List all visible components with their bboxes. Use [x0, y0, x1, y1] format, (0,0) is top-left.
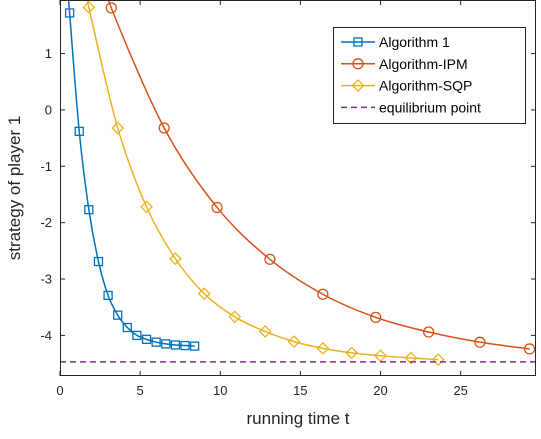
data-point-marker [111, 121, 125, 135]
x-tick-label: 0 [56, 383, 63, 398]
data-point-marker [258, 325, 272, 338]
legend-label: Algorithm-SQP [379, 78, 472, 94]
x-tick-label: 20 [373, 383, 387, 398]
data-point-marker [113, 310, 123, 320]
data-point-marker [287, 335, 301, 349]
data-point-marker [105, 2, 117, 14]
data-point-marker [523, 343, 536, 355]
data-point-marker [82, 0, 96, 14]
data-point-marker [168, 252, 182, 266]
data-point-marker [151, 337, 161, 347]
data-point-marker [170, 340, 181, 350]
series-line [107, 0, 530, 350]
legend-item: Algorithm-IPM [341, 56, 468, 72]
data-point-marker [317, 288, 329, 300]
y-tick-label: -3 [40, 272, 52, 287]
legend-label: equilibrium point [379, 99, 481, 115]
data-point-marker [474, 336, 486, 348]
legend-item: Algorithm 1 [341, 34, 450, 50]
data-point-marker [64, 8, 75, 18]
series-layer [60, 0, 536, 367]
data-point-marker [316, 341, 330, 355]
x-axis-title: running time t [247, 409, 350, 428]
data-point-marker [422, 326, 435, 338]
data-point-marker [161, 339, 171, 349]
data-point-marker [345, 346, 359, 360]
data-point-marker [103, 290, 113, 301]
data-point-marker [158, 122, 170, 134]
legend-item: equilibrium point [341, 99, 481, 115]
y-tick-label: -4 [40, 328, 52, 343]
legend-marker [352, 58, 364, 70]
legend-label: Algorithm-IPM [379, 56, 468, 72]
data-point-marker [370, 311, 382, 324]
data-point-marker [264, 253, 276, 265]
data-point-marker [93, 256, 104, 267]
series-algorithm-1 [64, 0, 200, 351]
y-tick-label: 0 [45, 102, 52, 117]
data-point-marker [140, 200, 153, 214]
series-line [67, 0, 195, 347]
data-point-marker [84, 205, 94, 215]
x-tick-label: 10 [213, 383, 227, 398]
series-algorithm-sqp [82, 0, 445, 367]
x-tick-label: 25 [453, 383, 467, 398]
series-algorithm-ipm [105, 0, 536, 355]
plot-area-frame [60, 0, 536, 376]
data-point-marker [404, 351, 418, 365]
data-point-marker [197, 287, 211, 301]
data-point-marker [180, 340, 190, 351]
x-tick-label: 5 [137, 383, 144, 398]
data-point-marker [211, 201, 223, 214]
data-point-marker [141, 334, 152, 345]
y-tick-label: 1 [45, 46, 52, 61]
y-tick-label: -1 [40, 159, 52, 174]
legend-marker [351, 79, 365, 93]
data-point-marker [431, 353, 445, 367]
legend-item: Algorithm-SQP [341, 78, 472, 94]
data-point-marker [122, 322, 132, 333]
data-point-marker [228, 310, 242, 324]
legend: Algorithm 1 Algorithm-IPM Algorithm-SQP equ… [333, 27, 526, 124]
y-axis-title: strategy of player 1 [5, 116, 24, 261]
data-point-marker [189, 341, 200, 351]
x-tick-label: 15 [293, 383, 307, 398]
y-tick-label: -2 [40, 215, 52, 230]
legend-marker [353, 37, 363, 47]
data-point-marker [74, 126, 84, 136]
legend-label: Algorithm 1 [379, 34, 450, 50]
data-point-marker [132, 330, 142, 341]
